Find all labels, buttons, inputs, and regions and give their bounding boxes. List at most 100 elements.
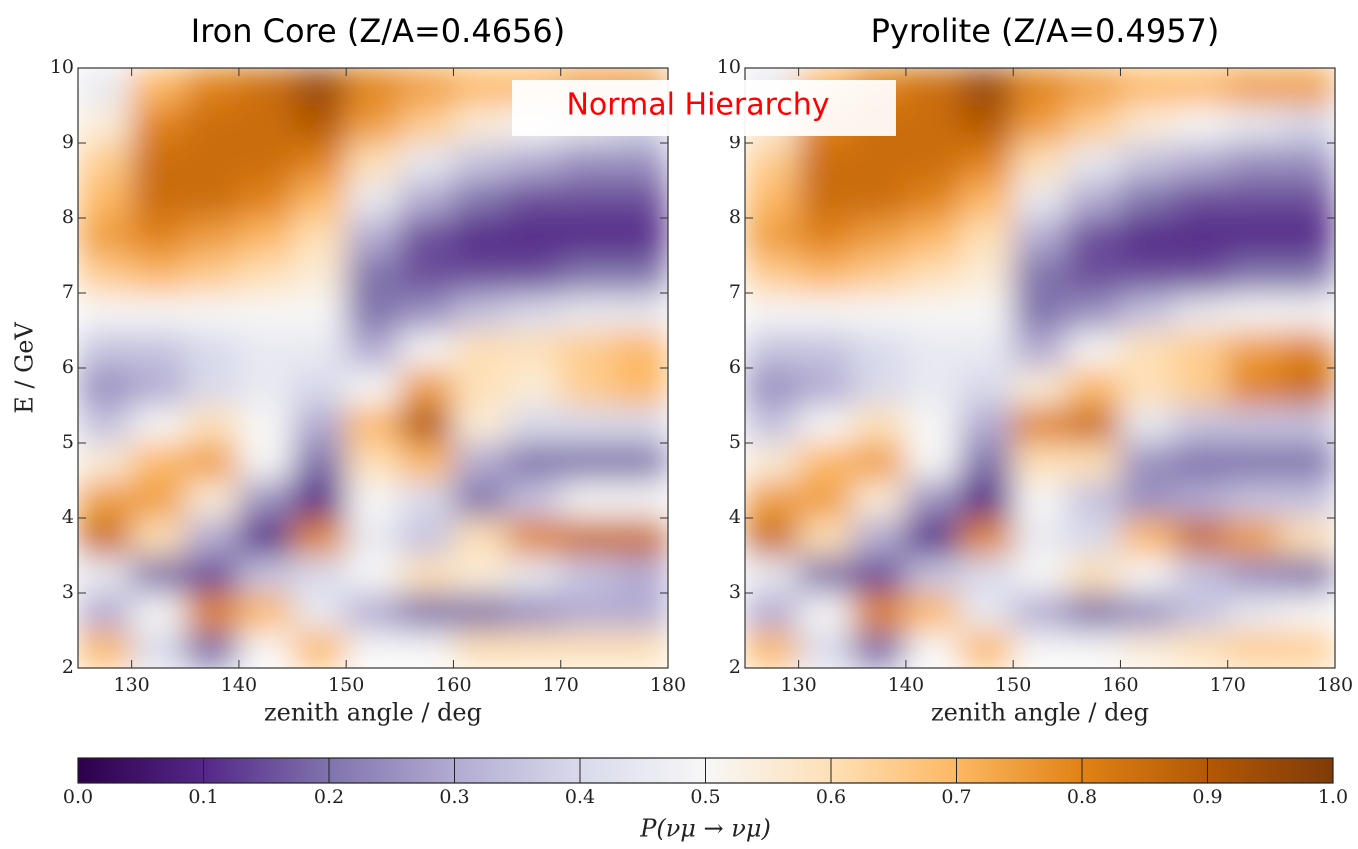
heatmap-cell (1227, 142, 1282, 181)
heatmap-cell (1173, 68, 1229, 106)
heatmap-cell (560, 292, 615, 331)
heatmap-cell (452, 367, 508, 406)
heatmap-cell (238, 480, 294, 519)
heatmap-cell (798, 555, 853, 594)
heatmap-cell (905, 480, 961, 519)
heatmap-cell (452, 142, 508, 181)
heatmap-cell (345, 555, 401, 594)
heatmap-cell (959, 330, 1014, 369)
heatmap-cell (345, 180, 401, 219)
heatmap-cell (345, 480, 401, 519)
heatmap-cell (506, 480, 562, 519)
heatmap-cell (184, 405, 240, 444)
heatmap-cell (745, 442, 800, 481)
heatmap-cell (613, 180, 668, 219)
heatmap-cell (560, 630, 615, 668)
heatmap-cell (131, 255, 186, 294)
heatmap-cell (184, 517, 240, 556)
heatmap-cell (1227, 292, 1282, 331)
heatmap-cell (959, 180, 1014, 219)
heatmap-cell (238, 592, 294, 631)
heatmap-cell (1280, 555, 1335, 594)
heatmap-cell (851, 592, 907, 631)
heatmap-cell (452, 217, 508, 256)
heatmap-cell (184, 255, 240, 294)
heatmap-cell (452, 105, 508, 144)
heatmap-cell (399, 555, 454, 594)
heatmap-cell (851, 292, 907, 331)
heatmap (78, 68, 668, 668)
x-tick-label: 150 (995, 674, 1031, 696)
heatmap-cell (798, 630, 853, 668)
heatmap-cell (1012, 592, 1068, 631)
heatmap-cell (1012, 442, 1068, 481)
heatmap-cell (238, 255, 294, 294)
heatmap-cell (184, 442, 240, 481)
heatmap-cell (905, 255, 961, 294)
heatmap-cell (745, 292, 800, 331)
y-tick-label: 10 (717, 56, 741, 78)
heatmap-cell (745, 180, 800, 219)
heatmap-cell (1280, 442, 1335, 481)
heatmap-cell (1280, 68, 1335, 106)
heatmap-cell (292, 292, 347, 331)
heatmap-cell (613, 405, 668, 444)
heatmap-cell (745, 217, 800, 256)
heatmap-cell (506, 367, 562, 406)
heatmap-cell (1227, 517, 1282, 556)
heatmap-cell (959, 555, 1014, 594)
y-tick-label: 6 (729, 356, 741, 378)
heatmap-cell (851, 330, 907, 369)
heatmap-cell (131, 330, 186, 369)
heatmap-cell (399, 180, 454, 219)
x-tick-label: 160 (435, 674, 471, 696)
heatmap-cell (78, 217, 133, 256)
heatmap-cell (851, 442, 907, 481)
heatmap-cell (1227, 555, 1282, 594)
heatmap-cell (452, 68, 508, 106)
y-tick-label: 10 (50, 56, 74, 78)
heatmap-cell (1066, 442, 1121, 481)
heatmap-cell (131, 217, 186, 256)
heatmap-cell (292, 592, 347, 631)
heatmap-cell (1066, 180, 1121, 219)
heatmap-cell (745, 517, 800, 556)
y-tick-label: 6 (62, 356, 74, 378)
heatmap-cell (292, 105, 347, 144)
heatmap-cell (78, 142, 133, 181)
heatmap-cell (345, 592, 401, 631)
heatmap-cell (959, 480, 1014, 519)
heatmap-cell (1280, 367, 1335, 406)
heatmap-cell (345, 442, 401, 481)
heatmap-cell (905, 292, 961, 331)
heatmap-cell (1280, 180, 1335, 219)
heatmap-cell (851, 630, 907, 668)
heatmap-cell (506, 217, 562, 256)
heatmap-cell (745, 142, 800, 181)
heatmap-cell (1173, 330, 1229, 369)
heatmap-cell (905, 330, 961, 369)
heatmap-cell (959, 517, 1014, 556)
heatmap-cell (798, 367, 853, 406)
heatmap-cell (1012, 68, 1068, 106)
heatmap-cell (1119, 330, 1175, 369)
heatmap-cell (959, 292, 1014, 331)
heatmap-cell (851, 180, 907, 219)
heatmap-cell (1119, 68, 1175, 106)
note: Normal Hierarchy (566, 88, 829, 123)
heatmap-cell (1227, 330, 1282, 369)
heatmap-cell (1012, 217, 1068, 256)
heatmap-cell (798, 330, 853, 369)
heatmap-cell (78, 517, 133, 556)
heatmap-cell (745, 330, 800, 369)
heatmap-cell (292, 330, 347, 369)
heatmap-cell (1012, 517, 1068, 556)
y-tick-label: 5 (729, 431, 741, 453)
heatmap-cell (851, 255, 907, 294)
heatmap-cell (905, 555, 961, 594)
heatmap-cell (851, 217, 907, 256)
heatmap-cell (184, 142, 240, 181)
heatmap-cell (560, 142, 615, 181)
heatmap-cell (745, 480, 800, 519)
heatmap-cell (613, 330, 668, 369)
